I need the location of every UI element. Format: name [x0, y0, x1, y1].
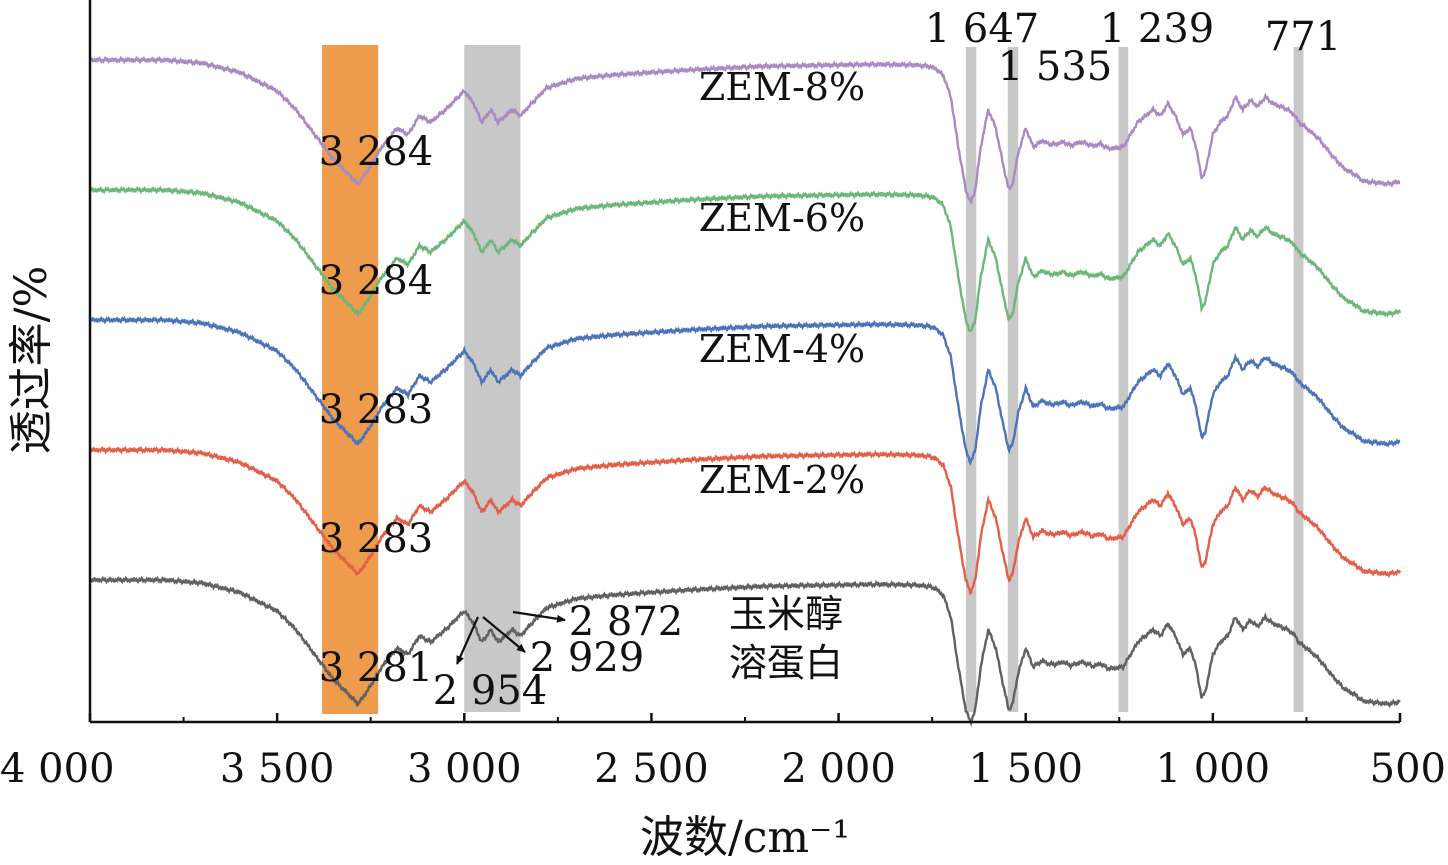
peak-label: 3 283 — [319, 387, 434, 433]
x-axis-title: 波数/cm⁻¹ — [640, 812, 850, 863]
series-label: ZEM-6% — [699, 196, 865, 240]
series-line — [88, 315, 1401, 466]
band-label: 1 239 — [1100, 6, 1215, 52]
highlight-band — [464, 45, 521, 712]
band-label: 1 535 — [998, 44, 1113, 90]
arrow-2872 — [512, 610, 566, 623]
x-tick-label: 4 000 — [0, 746, 115, 792]
x-tick-label: 1 000 — [1156, 746, 1271, 792]
x-tick-label: 500 — [1370, 746, 1446, 792]
x-tick-label: 3 000 — [407, 746, 522, 792]
series-line — [88, 575, 1401, 727]
x-tick-label: 2 500 — [594, 746, 709, 792]
x-tick-label: 1 500 — [968, 746, 1083, 792]
peak-label: 3 284 — [319, 258, 434, 304]
x-tick-label: 2 000 — [781, 746, 896, 792]
peak-label: 3 283 — [319, 516, 434, 562]
band-label: 771 — [1265, 14, 1341, 60]
band-label: 1 647 — [925, 6, 1040, 52]
spectra — [88, 55, 1402, 727]
series-label: ZEM-8% — [699, 65, 865, 109]
arrow-2929 — [482, 616, 526, 653]
peak-label-2929: 2 929 — [530, 635, 645, 681]
series-label: ZEM-4% — [699, 327, 865, 371]
peak-label: 3 284 — [319, 129, 434, 175]
peak-label-2872: 2 872 — [569, 599, 684, 645]
series-label-line2: 溶蛋白 — [729, 641, 843, 685]
highlight-band — [965, 47, 977, 712]
y-axis-title: 透过率/% — [6, 266, 57, 455]
series-line — [88, 185, 1402, 333]
highlight-band — [1007, 47, 1019, 712]
series-label-line1: 玉米醇 — [729, 592, 843, 636]
highlight-bands — [322, 45, 1304, 714]
peak-label-2954: 2 954 — [433, 668, 548, 714]
peak-label: 3 281 — [319, 645, 434, 691]
arrow-2954 — [455, 616, 480, 665]
x-tick-label: 3 500 — [220, 746, 335, 792]
highlight-band — [1118, 47, 1129, 712]
series-line — [88, 445, 1402, 595]
series-label: ZEM-2% — [699, 458, 865, 502]
series-line — [89, 55, 1401, 206]
